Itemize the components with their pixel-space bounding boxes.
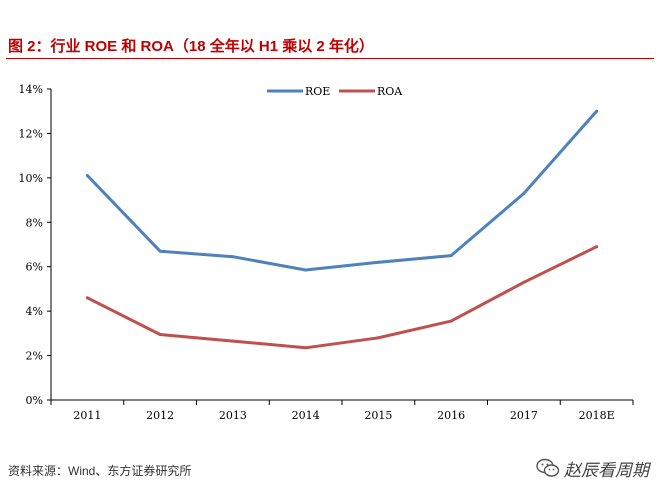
chart-title: 图 2：行业 ROE 和 ROA（18 全年以 H1 乘以 2 年化）: [8, 38, 374, 55]
data-point-roe: [449, 254, 453, 258]
data-point-roa: [304, 346, 308, 350]
y-tick-label: 2%: [26, 350, 43, 363]
data-point-roe: [522, 191, 526, 195]
series-line-roa: [85, 245, 599, 350]
legend-label-roe: ROE: [305, 85, 330, 98]
wechat-icon: [536, 458, 560, 477]
data-point-roe: [595, 109, 599, 113]
data-point-roa: [449, 319, 453, 323]
data-point-roa: [158, 332, 162, 336]
title-divider: [6, 58, 654, 59]
data-point-roa: [231, 339, 235, 343]
data-point-roa: [376, 336, 380, 340]
x-axis-ticks: 2011 2012 2013 2014 2015 2016 2017 2018E: [50, 400, 634, 422]
data-point-roe: [85, 174, 89, 178]
y-tick-label: 12%: [19, 127, 43, 140]
x-tick-label: 2015: [364, 409, 392, 422]
y-tick-label: 4%: [26, 305, 43, 318]
x-tick-label: 2018E: [579, 409, 615, 422]
data-point-roe: [158, 249, 162, 253]
y-tick-label: 14%: [19, 83, 43, 96]
source-note: 资料来源：Wind、东方证券研究所: [8, 464, 192, 478]
chart-legend: ROE ROA: [267, 85, 403, 98]
x-tick-label: 2017: [510, 409, 538, 422]
y-tick-label: 6%: [26, 261, 43, 274]
chart-series: [85, 109, 599, 350]
data-point-roa: [595, 245, 599, 249]
legend-label-roa: ROA: [377, 85, 403, 98]
y-tick-label: 10%: [19, 172, 43, 185]
x-tick-label: 2012: [146, 409, 174, 422]
data-point-roe: [231, 255, 235, 259]
y-tick-label: 8%: [26, 216, 43, 229]
watermark-text: 赵辰看周期: [564, 460, 649, 480]
watermark: 赵辰看周期: [536, 455, 649, 481]
data-point-roa: [85, 296, 89, 300]
x-tick-label: 2011: [73, 409, 101, 422]
chart-axes: [50, 89, 633, 401]
y-axis-ticks: 0% 2% 4% 6% 8% 10% 12% 14%: [19, 83, 51, 407]
series-line-roe: [85, 109, 599, 272]
x-tick-label: 2016: [437, 409, 465, 422]
y-tick-label: 0%: [26, 394, 43, 407]
x-tick-label: 2013: [219, 409, 247, 422]
x-tick-label: 2014: [292, 409, 320, 422]
data-point-roe: [376, 260, 380, 264]
data-point-roa: [522, 280, 526, 284]
data-point-roe: [304, 268, 308, 272]
